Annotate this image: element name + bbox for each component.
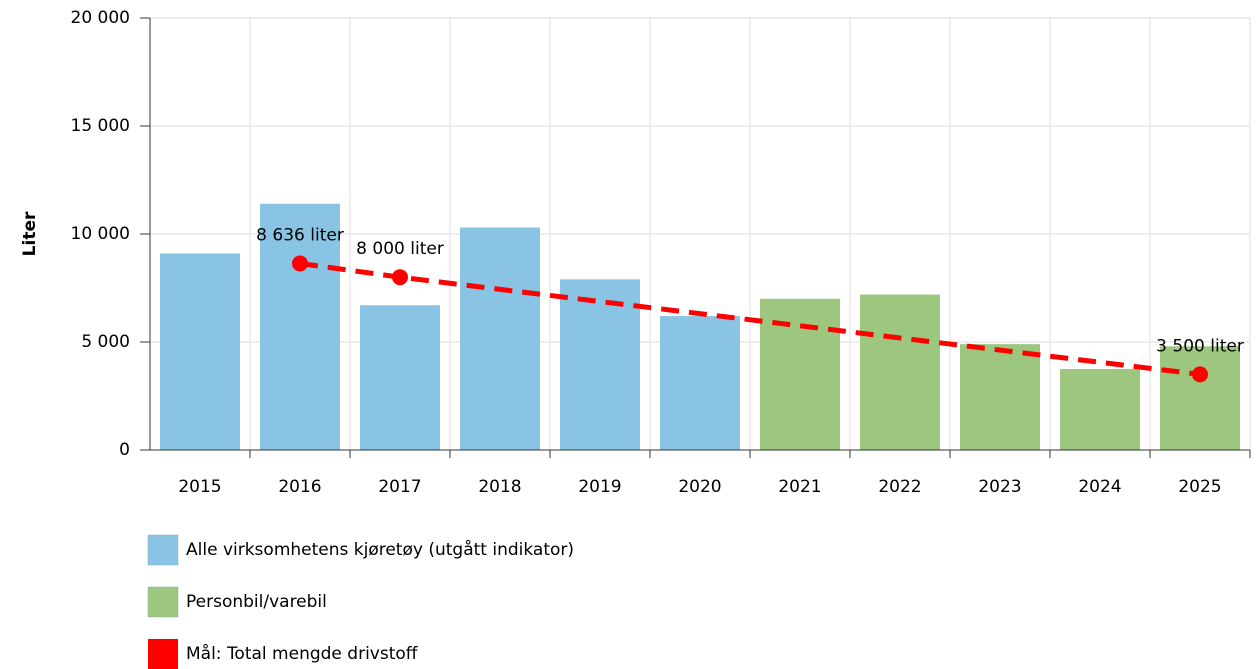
bar (660, 316, 740, 450)
x-tick-label: 2024 (1078, 477, 1121, 497)
bar (160, 253, 240, 450)
legend-swatch (147, 586, 179, 618)
legend-label: Mål: Total mengde drivstoff (186, 643, 419, 664)
x-tick-label: 2025 (1178, 477, 1221, 497)
legend-label: Personbil/varebil (186, 592, 327, 612)
x-tick-label: 2020 (678, 477, 721, 497)
x-tick-label: 2017 (378, 477, 421, 497)
bar (1160, 346, 1240, 450)
bar (260, 203, 340, 450)
data-label: 8 000 liter (356, 239, 444, 259)
legend-label: Alle virksomhetens kjøretøy (utgått indi… (186, 539, 574, 560)
bar (460, 227, 540, 450)
x-tick-label: 2018 (478, 477, 521, 497)
x-tick-label: 2022 (878, 477, 921, 497)
y-tick-label: 10 000 (71, 224, 130, 244)
x-tick-label: 2021 (778, 477, 821, 497)
goal-point (392, 269, 408, 286)
x-tick-label: 2015 (178, 477, 221, 497)
goal-point (1192, 366, 1208, 383)
x-tick-label: 2023 (978, 477, 1021, 497)
y-tick-label: 15 000 (71, 116, 130, 136)
data-label: 8 636 liter (256, 225, 344, 245)
bar (760, 298, 840, 450)
data-label: 3 500 liter (1156, 336, 1244, 356)
legend-swatch (148, 639, 178, 669)
x-tick-label: 2019 (578, 477, 621, 497)
bar (860, 294, 940, 450)
y-tick-label: 20 000 (71, 8, 130, 28)
bar (960, 344, 1040, 450)
goal-point (292, 255, 308, 272)
y-axis-label: Liter (20, 211, 40, 256)
y-tick-label: 0 (119, 440, 130, 460)
x-tick-label: 2016 (278, 477, 321, 497)
bar (360, 305, 440, 450)
bar (1060, 369, 1140, 450)
legend-swatch (147, 534, 179, 566)
bar (560, 279, 640, 450)
y-tick-label: 5 000 (81, 332, 130, 352)
